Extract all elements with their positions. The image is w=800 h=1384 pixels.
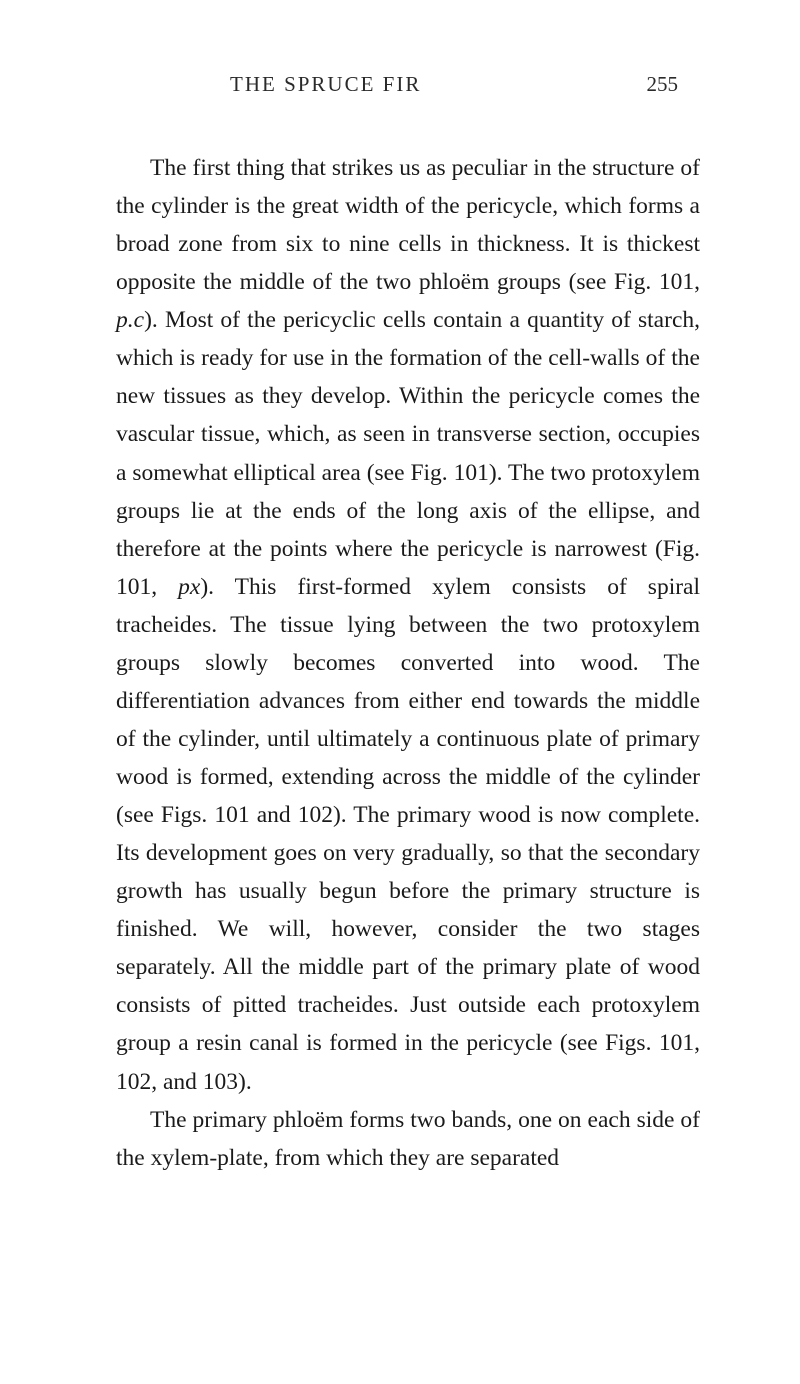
paragraph-1: The first thing that strikes us as pecul… <box>116 149 700 1101</box>
para1-italic-px: px <box>178 574 200 600</box>
para1-italic-pc: p.c <box>116 307 144 333</box>
para1-text-2: ). Most of the pericyclic cells contain … <box>116 307 700 599</box>
running-title: THE SPRUCE FIR <box>230 72 421 97</box>
page-header: THE SPRUCE FIR 255 <box>116 72 700 97</box>
para1-text-3: ). This first-formed xylem consists of s… <box>116 574 700 1095</box>
page-number: 255 <box>647 72 679 97</box>
para1-text-1: The first thing that strikes us as pecul… <box>116 155 700 295</box>
body-text: The first thing that strikes us as pecul… <box>116 149 700 1177</box>
page-container: THE SPRUCE FIR 255 The first thing that … <box>0 0 800 1257</box>
paragraph-2: The primary phloëm forms two bands, one … <box>116 1101 700 1177</box>
